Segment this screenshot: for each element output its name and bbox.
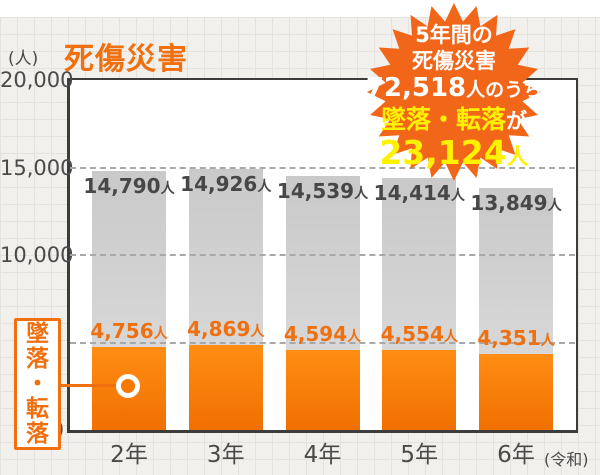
badge-line-5: 23,124人 — [362, 136, 546, 175]
badge-total-suffix: 人のうち — [466, 79, 543, 101]
fall-bar — [479, 353, 553, 430]
era-suffix-label: (令和) — [544, 450, 589, 469]
badge-line-4: 墜落・転落が — [362, 105, 546, 136]
x-tick-label: 6年 — [497, 442, 535, 468]
fall-bar — [188, 344, 263, 430]
callout-label-char: 転 — [26, 395, 49, 422]
starburst-icon — [367, 3, 541, 181]
fall-bar — [382, 350, 457, 430]
y-tick-label: 20,000 — [0, 68, 74, 92]
badge-highlight-particle: が — [506, 109, 527, 133]
callout-label-char: 墜 — [26, 320, 49, 347]
badge-fall-number: 23,124 — [379, 133, 507, 172]
callout-label-char: ・ — [26, 370, 49, 397]
badge-line-1: 5年間の — [415, 23, 493, 47]
total-value-label: 14,926人 — [180, 171, 272, 196]
y-tick-label: 10,000 — [0, 243, 74, 267]
total-value-label: 14,414人 — [373, 180, 465, 205]
h-gridline — [70, 341, 575, 344]
callout-marker-icon — [116, 374, 140, 398]
y-axis-unit-label: (人) — [8, 49, 39, 69]
h-gridline — [70, 166, 575, 169]
chart-title: 死傷災害 — [64, 42, 188, 77]
badge-line-3: 72,518人のうち — [362, 74, 546, 105]
x-tick-label: 5年 — [400, 442, 439, 468]
total-value-label: 14,790人 — [83, 174, 175, 199]
badge-total-number: 72,518 — [365, 73, 467, 103]
callout-box: 墜落・転落 — [14, 318, 61, 450]
badge-line-2: 死傷災害 — [412, 49, 496, 73]
fall-bar — [285, 349, 360, 430]
h-gridline — [70, 254, 575, 256]
fall-value-label: 4,554人 — [380, 322, 458, 347]
highlight-badge: 5年間の 死傷災害 72,518人のうち 墜落・転落が 23,124人 — [362, 22, 546, 175]
total-value-label: 13,849人 — [470, 190, 562, 215]
fall-value-label: 4,351人 — [477, 325, 555, 350]
fall-value-label: 4,594人 — [283, 321, 362, 346]
callout-connector-line — [58, 384, 128, 387]
x-tick-label: 2年 — [110, 442, 148, 468]
badge-highlight-term: 墜落・転落 — [380, 105, 506, 134]
fall-value-label: 4,869人 — [187, 316, 265, 341]
total-value-label: 14,539人 — [276, 178, 369, 203]
x-tick-label: 4年 — [303, 442, 342, 468]
callout-label-char: 落 — [26, 420, 49, 447]
badge-fall-suffix: 人 — [506, 145, 529, 170]
x-tick-label: 3年 — [206, 442, 245, 468]
callout-label-char: 落 — [26, 345, 49, 372]
y-tick-label: 15,000 — [0, 155, 74, 180]
fall-value-label: 4,756人 — [90, 318, 168, 343]
